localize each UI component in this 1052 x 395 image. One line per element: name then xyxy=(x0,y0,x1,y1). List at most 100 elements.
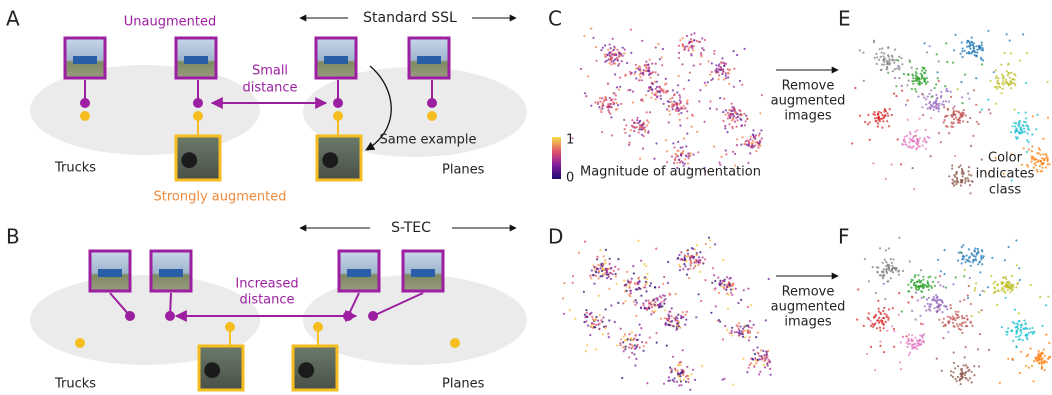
scatter-dot xyxy=(915,319,917,321)
scatter-dot xyxy=(942,101,944,103)
scatter-dot xyxy=(1008,281,1010,283)
scatter-dot xyxy=(1039,165,1041,167)
heading: Standard SSL xyxy=(363,10,457,26)
scatter-dot xyxy=(1017,112,1019,114)
scatter-dot xyxy=(928,305,930,307)
scatter-dot xyxy=(760,129,762,131)
scatter-dot xyxy=(937,281,939,283)
scatter-dot xyxy=(874,315,876,317)
scatter-dot xyxy=(658,304,660,306)
scatter-dot xyxy=(1018,336,1020,338)
scatter-dot xyxy=(1003,288,1005,290)
scatter-dot xyxy=(709,246,711,248)
scatter-dot xyxy=(919,137,921,139)
scatter-dot xyxy=(684,324,686,326)
scatter-dot xyxy=(972,135,974,137)
scatter-dot xyxy=(652,300,654,302)
scatter-dot xyxy=(1008,63,1010,65)
scatter-dot xyxy=(686,366,688,368)
scatter-dot xyxy=(971,381,973,383)
scatter-dot xyxy=(970,192,972,194)
scatter-dot xyxy=(714,243,716,245)
scatter-dot xyxy=(1005,276,1007,278)
scatter-dot xyxy=(617,302,619,304)
scatter-dot xyxy=(696,40,698,42)
scatter-dot xyxy=(601,131,603,133)
scatter-dot xyxy=(719,321,721,323)
scatter-dot xyxy=(749,138,751,140)
scatter-dot xyxy=(940,270,942,272)
scatter-dot xyxy=(613,46,615,48)
scatter-dot xyxy=(670,371,672,373)
scatter-dot xyxy=(608,288,610,290)
scatter-dot xyxy=(673,377,675,379)
scatter-dot xyxy=(634,344,636,346)
scatter-dot xyxy=(609,263,611,265)
scatter-dot xyxy=(705,243,707,245)
scatter-dot xyxy=(632,101,634,103)
embedding-point xyxy=(75,338,85,348)
scatter-dot xyxy=(1010,285,1012,287)
scatter-dot xyxy=(975,254,977,256)
scatter-dot xyxy=(1018,312,1020,314)
scatter-dot xyxy=(681,146,683,148)
scatter-dot xyxy=(931,96,933,98)
scatter-dot xyxy=(718,161,720,163)
scatter-dot xyxy=(952,62,954,64)
scatter-dot xyxy=(1015,239,1017,241)
scatter-dot xyxy=(895,95,897,97)
scatter-dot xyxy=(891,164,893,166)
scatter-dot xyxy=(884,298,886,300)
scatter-dot xyxy=(627,279,629,281)
scatter-dot xyxy=(1043,348,1045,350)
scatter-dot xyxy=(954,105,956,107)
scatter-dot xyxy=(725,77,727,79)
scatter-dot xyxy=(616,86,618,88)
scatter-dot xyxy=(1033,360,1035,362)
scatter-dot xyxy=(667,282,669,284)
scatter-dot xyxy=(954,367,956,369)
scatter-dot xyxy=(748,326,750,328)
scatter-dot xyxy=(626,62,628,64)
scatter-dot xyxy=(943,106,945,108)
scatter-dot xyxy=(635,122,637,124)
scatter-dot xyxy=(960,368,962,370)
scatter-dot xyxy=(651,72,653,74)
scatter-dot xyxy=(755,336,757,338)
scatter-dot xyxy=(915,75,917,77)
thumbnail-object xyxy=(298,362,314,378)
scatter-dot xyxy=(959,323,961,325)
scatter-dot xyxy=(1027,132,1029,134)
scatter-dot xyxy=(973,249,975,251)
scatter-dot xyxy=(1028,149,1030,151)
scatter-dot xyxy=(633,272,635,274)
scatter-dot xyxy=(729,332,731,334)
scatter-dot xyxy=(922,145,924,147)
scatter-dot xyxy=(881,127,883,129)
scatter-dot xyxy=(890,258,892,260)
scatter-dot xyxy=(892,58,894,60)
scatter-dot xyxy=(628,142,630,144)
scatter-dot xyxy=(702,256,704,258)
scatter-dot xyxy=(598,295,600,297)
scatter-dot xyxy=(704,39,706,41)
scatter-dot xyxy=(979,294,981,296)
scatter-dot xyxy=(604,262,606,264)
scatter-dot xyxy=(631,119,633,121)
scatter-dot xyxy=(649,59,651,61)
scatter-dot xyxy=(623,119,625,121)
scatter-dot xyxy=(639,66,641,68)
scatter-dot xyxy=(960,383,962,385)
scatter-dot xyxy=(631,338,633,340)
scatter-dot xyxy=(718,292,720,294)
scatter-dot xyxy=(930,155,932,157)
scatter-dot xyxy=(968,248,970,250)
scatter-dot xyxy=(593,266,595,268)
scatter-dot xyxy=(883,351,885,353)
colorbar xyxy=(552,137,561,179)
scatter-dot xyxy=(934,87,936,89)
scatter-dot xyxy=(981,41,983,43)
scatter-dot xyxy=(1003,83,1005,85)
scatter-dot xyxy=(857,288,859,290)
scatter-dot xyxy=(754,144,756,146)
